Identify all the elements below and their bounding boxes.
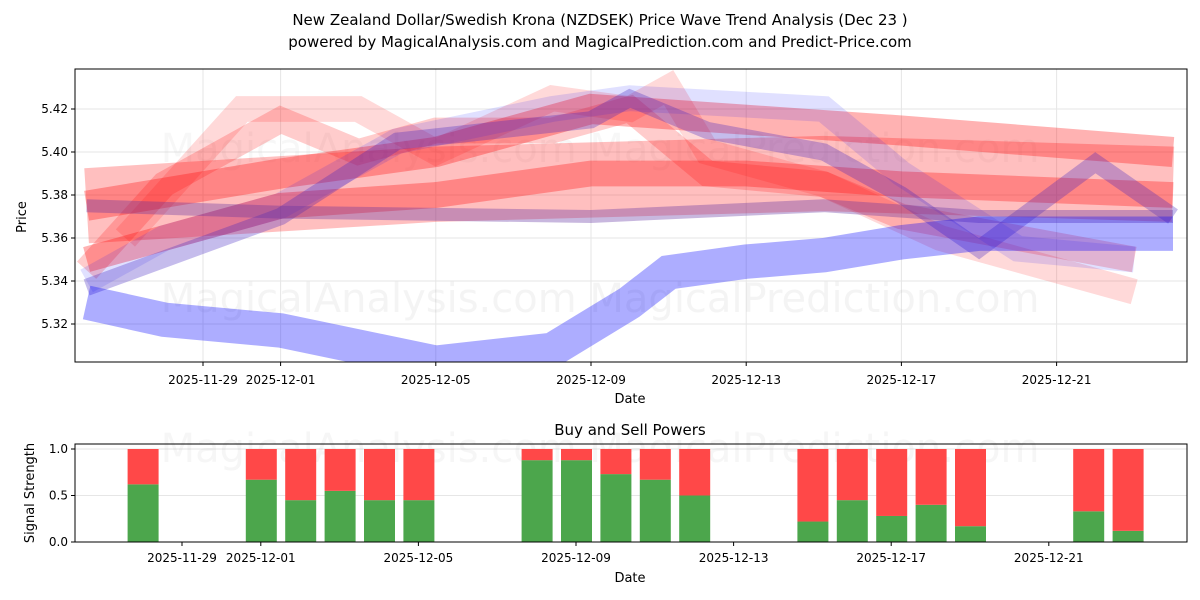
ytick-label: 5.36	[41, 231, 68, 245]
buy-bar	[403, 500, 435, 542]
xtick-label: 2025-12-17	[867, 373, 937, 387]
buy-bar	[324, 490, 356, 542]
buy-bar	[915, 504, 947, 542]
buy-bar	[639, 479, 671, 542]
buy-bar	[364, 500, 395, 542]
buy-bar	[679, 495, 711, 542]
xtick-label: 2025-12-05	[384, 551, 454, 565]
ytick-label: 5.42	[41, 102, 68, 116]
sell-bar	[127, 449, 159, 485]
bottom-title: Buy and Sell Powers	[554, 421, 706, 439]
buy-bar	[836, 500, 868, 542]
xtick-label: 2025-12-09	[556, 373, 626, 387]
sell-bar	[836, 449, 868, 501]
xtick-label: 2025-12-09	[541, 551, 611, 565]
buy-bar	[1073, 511, 1105, 542]
sell-bar	[561, 449, 592, 461]
series-group	[77, 70, 1178, 362]
power-panel: 0.00.51.0 MagicalAnalysis.com MagicalPred…	[49, 426, 1188, 565]
watermark: MagicalAnalysis.com MagicalPrediction.co…	[161, 126, 1040, 172]
wave-band-red-wave1	[77, 94, 1137, 279]
ytick-label: 5.34	[41, 274, 68, 288]
wave-band-blue-lower	[82, 216, 1173, 362]
xtick-label: 2025-12-21	[1022, 373, 1092, 387]
buy-bar	[521, 460, 553, 542]
xtick-label: 2025-12-05	[401, 373, 471, 387]
xtick-label: 2025-12-01	[226, 551, 296, 565]
ytick-label: 5.38	[41, 188, 68, 202]
sell-bar	[639, 449, 671, 480]
plot-frame	[74, 443, 1188, 543]
sell-bar	[521, 449, 553, 461]
wave-band-purple-flat	[86, 199, 1173, 223]
watermark: MagicalAnalysis.com MagicalPrediction.co…	[161, 276, 1040, 322]
price-panel: 5.32 5.34 5.36 5.38 5.40 5.42 2025-11-29 2025-1…	[41, 68, 1188, 387]
chart-title-line1: New Zealand Dollar/Swedish Krona (NZDSEK…	[292, 11, 907, 29]
ytick-label: 1.0	[49, 442, 68, 456]
sell-bar	[245, 449, 277, 480]
sell-bar	[915, 449, 947, 505]
buy-bar	[561, 460, 592, 542]
bottom-ylabel: Signal Strength	[23, 443, 38, 543]
sell-bar	[876, 449, 908, 516]
xtick-label: 2025-12-13	[711, 373, 781, 387]
sell-bar	[1112, 449, 1144, 531]
sell-bar	[285, 449, 317, 501]
plot-bg	[75, 69, 1187, 362]
wave-band-blue-wave	[83, 88, 1178, 296]
chart-title-line2: powered by MagicalAnalysis.com and Magic…	[288, 33, 912, 51]
wave-band-blue-light	[80, 85, 1136, 293]
wave-band-red-lower	[83, 160, 1174, 272]
buy-bar	[127, 484, 159, 542]
sell-bar	[1073, 449, 1105, 512]
xtick-label: 2025-12-17	[856, 551, 926, 565]
wave-band-red-wave2	[115, 70, 1138, 305]
wave-band-red-upper	[84, 93, 1175, 221]
sell-bar	[600, 449, 632, 475]
ytick-label: 5.40	[41, 145, 68, 159]
bottom-xlabel: Date	[614, 571, 645, 586]
plot-frame	[74, 68, 1188, 363]
sell-bar	[679, 449, 711, 496]
xtick-label: 2025-11-29	[147, 551, 217, 565]
ytick-label: 0.5	[49, 489, 68, 503]
buy-bar	[1112, 530, 1144, 542]
buy-bar	[955, 526, 986, 542]
top-xlabel: Date	[614, 392, 645, 407]
xtick-label: 2025-12-13	[699, 551, 769, 565]
buy-bar	[285, 500, 317, 542]
ytick-label: 0.0	[49, 535, 68, 549]
buy-bar	[876, 515, 908, 542]
sell-bar	[797, 449, 829, 522]
buy-bar	[245, 479, 277, 542]
xtick-label: 2025-11-29	[168, 373, 238, 387]
top-ylabel: Price	[15, 201, 30, 233]
sell-bar	[364, 449, 395, 501]
sell-bar	[403, 449, 435, 501]
wave-band-red-wide	[84, 135, 1175, 244]
sell-bar	[955, 449, 986, 527]
xtick-label: 2025-12-21	[1014, 551, 1084, 565]
ytick-label: 5.32	[41, 317, 68, 331]
sell-bar	[324, 449, 356, 491]
xtick-label: 2025-12-01	[246, 373, 316, 387]
buy-bar	[600, 474, 632, 542]
buy-bar	[797, 521, 829, 542]
